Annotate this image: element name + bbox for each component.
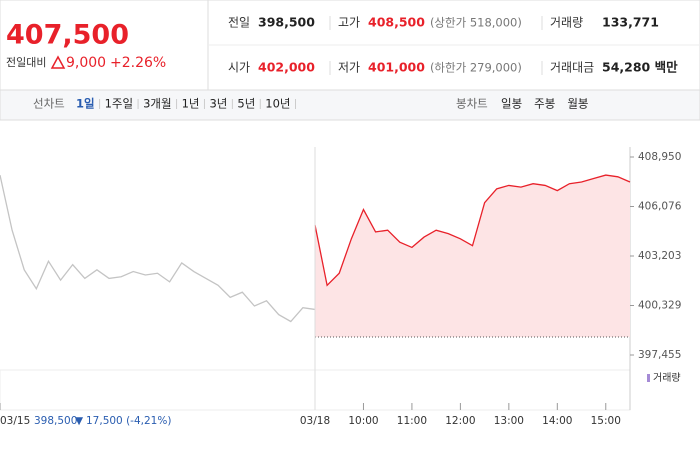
stat-value: 54,280 백만	[602, 60, 678, 75]
stat-sub: (하한가 279,000)	[430, 61, 522, 75]
tab[interactable]: 1년	[182, 97, 200, 111]
tab[interactable]: 일봉	[501, 97, 522, 111]
y-tick-label: 408,950	[638, 151, 681, 163]
x-tick-label: 14:00	[542, 415, 572, 427]
stat-value: 133,771	[602, 15, 659, 30]
y-tick-label: 400,329	[638, 299, 681, 311]
stat-label: 고가	[338, 16, 360, 30]
x-tick-label: 03/18	[300, 415, 330, 427]
stat-label: 시가	[228, 61, 250, 75]
prev-price: 398,500	[34, 415, 77, 427]
price-line	[0, 174, 316, 323]
stat-value: 408,500	[368, 15, 425, 30]
change-pct: +2.26%	[110, 55, 166, 71]
x-tick-label: 10:00	[348, 415, 378, 427]
stat-label: 거래량	[550, 16, 583, 30]
tab[interactable]: 월봉	[567, 97, 588, 111]
tab[interactable]: 1주일	[105, 97, 133, 111]
stat-label: 전일	[228, 16, 250, 30]
x-tick-label: 12:00	[445, 415, 475, 427]
stat-value: 401,000	[368, 60, 425, 75]
x-tick-label: 13:00	[494, 415, 524, 427]
down-icon: ▼	[75, 415, 84, 427]
price-line	[314, 174, 631, 287]
tab-bar	[0, 89, 700, 121]
tab[interactable]: 주봉	[534, 97, 555, 111]
y-tick-label: 403,203	[638, 250, 681, 262]
change: 9,000	[66, 55, 106, 71]
y-tick-label: 406,076	[638, 201, 682, 213]
tab[interactable]: 3개월	[143, 97, 171, 111]
x-tick-label: 03/15	[0, 415, 30, 427]
prev-change: 17,500 (-4,21%)	[86, 415, 171, 427]
x-tick-label: 11:00	[397, 415, 427, 427]
stat-sub: (상한가 518,000)	[430, 16, 522, 30]
x-tick-label: 15:00	[591, 415, 621, 427]
stat-label: 거래대금	[550, 61, 594, 75]
stat-label: 저가	[338, 61, 360, 75]
legend: 거래량	[653, 372, 681, 384]
tab-label: 봉차트	[456, 97, 488, 111]
stat-value: 402,000	[258, 60, 315, 75]
tab[interactable]: 10년	[265, 97, 290, 111]
tab[interactable]: 5년	[237, 97, 255, 111]
tab[interactable]: 3년	[209, 97, 227, 111]
up-icon	[50, 55, 66, 69]
tab[interactable]: 1일	[76, 97, 95, 111]
legend-swatch	[647, 374, 650, 382]
tab-label: 선차트	[33, 97, 65, 111]
area	[315, 175, 630, 337]
change-label: 전일대비	[6, 55, 46, 69]
stat-value: 398,500	[258, 15, 315, 30]
price: 407,500	[6, 20, 129, 51]
y-tick-label: 397,455	[638, 349, 681, 361]
